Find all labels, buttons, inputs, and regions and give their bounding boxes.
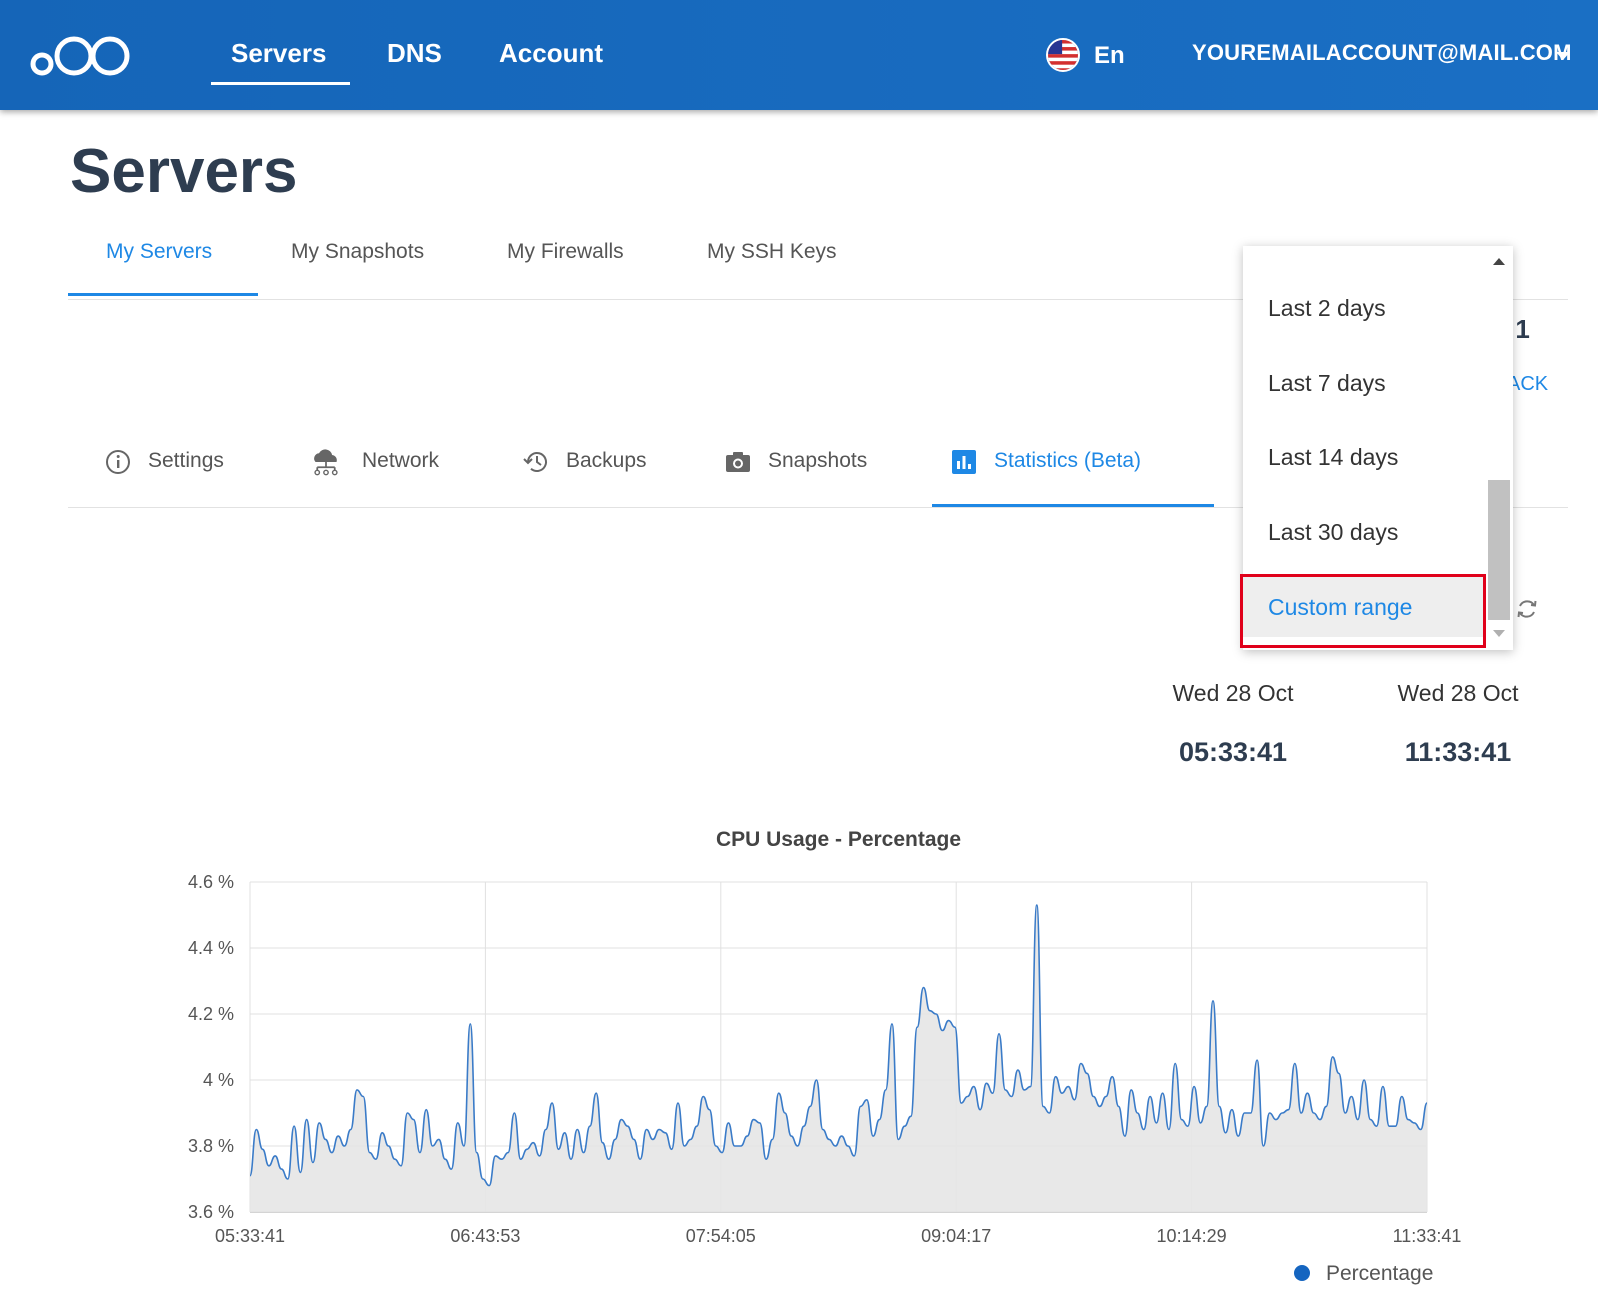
cloud-network-icon — [314, 449, 338, 476]
nav-active-indicator — [211, 82, 350, 85]
servers-tabs: My Servers My Snapshots My Firewalls My … — [68, 240, 1568, 300]
refresh-icon[interactable] — [1514, 596, 1540, 622]
y-tick-label: 4.6 % — [188, 872, 234, 892]
back-link[interactable]: ACK — [1507, 373, 1549, 395]
legend-label: Percentage — [1326, 1262, 1433, 1285]
range-end-time: 11:33:41 — [1404, 737, 1512, 767]
y-tick-label: 4.4 % — [188, 938, 234, 958]
info-icon — [106, 450, 130, 474]
legend-dot — [1294, 1265, 1310, 1281]
chart-title: CPU Usage - Percentage — [716, 830, 961, 851]
server-detail-tabs: Settings Network Backups Snapshots — [68, 448, 1568, 508]
range-end-date: Wed 28 Oct — [1397, 680, 1519, 706]
y-tick-label: 4 % — [203, 1070, 234, 1090]
x-tick-label: 09:04:17 — [921, 1226, 991, 1246]
range-end[interactable]: Wed 28 Oct 11:33:41 — [1368, 680, 1548, 768]
tab-settings[interactable]: Settings — [104, 448, 224, 504]
date-range-dropdown[interactable]: Last 2 days Last 7 days Last 14 days Las… — [1243, 246, 1513, 650]
bar-chart-icon — [952, 450, 976, 474]
range-option-last-14-days[interactable]: Last 14 days — [1268, 444, 1399, 470]
y-tick-label: 3.6 % — [188, 1202, 234, 1222]
x-tick-label: 07:54:05 — [686, 1226, 756, 1246]
tab-statistics[interactable]: Statistics (Beta) — [950, 448, 1141, 504]
y-tick-label: 3.8 % — [188, 1136, 234, 1156]
tab-my-firewalls[interactable]: My Firewalls — [507, 240, 624, 263]
scroll-down-icon[interactable] — [1493, 630, 1505, 637]
range-start-date: Wed 28 Oct — [1172, 680, 1294, 706]
series-area — [250, 905, 1427, 1212]
top-navbar: Servers DNS Account En YOUREMAILACCOUNT@… — [0, 0, 1598, 110]
nav-servers[interactable]: Servers — [231, 38, 327, 68]
tab-my-ssh-keys[interactable]: My SSH Keys — [707, 240, 837, 263]
x-tick-label: 05:33:41 — [215, 1226, 285, 1246]
tab-backups-label: Backups — [566, 449, 647, 472]
scroll-thumb[interactable] — [1488, 480, 1510, 620]
tab-statistics-label: Statistics (Beta) — [994, 449, 1142, 472]
tab-active-indicator — [932, 504, 1214, 507]
range-start-time: 05:33:41 — [1178, 737, 1288, 767]
language-selector[interactable]: En — [1094, 42, 1125, 69]
tab-network[interactable]: Network — [306, 448, 439, 504]
tab-snapshots[interactable]: Snapshots — [724, 448, 867, 504]
tab-settings-label: Settings — [148, 449, 224, 472]
chevron-down-icon[interactable] — [1556, 52, 1570, 60]
us-flag-icon[interactable] — [1046, 38, 1080, 72]
dropdown-scrollbar[interactable] — [1485, 246, 1513, 650]
scroll-up-icon[interactable] — [1493, 258, 1505, 265]
range-option-last-2-days[interactable]: Last 2 days — [1268, 295, 1386, 321]
y-tick-label: 4.2 % — [188, 1004, 234, 1024]
nav-dns[interactable]: DNS — [387, 38, 442, 68]
nav-account[interactable]: Account — [499, 38, 603, 68]
range-option-last-7-days[interactable]: Last 7 days — [1268, 370, 1386, 396]
x-tick-label: 10:14:29 — [1157, 1226, 1227, 1246]
logo-icon[interactable] — [30, 32, 134, 80]
page-title: Servers — [70, 137, 298, 206]
range-start[interactable]: Wed 28 Oct 05:33:41 — [1143, 680, 1323, 768]
tab-my-servers[interactable]: My Servers — [106, 240, 213, 263]
selection-highlight — [1240, 574, 1486, 648]
history-icon — [523, 452, 547, 472]
camera-icon — [726, 452, 750, 472]
account-menu[interactable]: YOUREMAILACCOUNT@MAIL.COM — [1192, 40, 1572, 65]
tab-active-indicator — [68, 293, 258, 296]
x-tick-label: 11:33:41 — [1393, 1226, 1462, 1246]
tab-my-snapshots[interactable]: My Snapshots — [291, 240, 425, 263]
cpu-usage-chart: CPU Usage - Percentage 3.6 % 3.8 % 4 % 4.2 %… — [188, 830, 1462, 1285]
range-option-last-30-days[interactable]: Last 30 days — [1268, 519, 1399, 545]
tab-backups[interactable]: Backups — [522, 448, 647, 504]
series-line — [249, 904, 1428, 1187]
tab-snapshots-label: Snapshots — [768, 449, 868, 472]
tab-network-label: Network — [362, 449, 440, 472]
x-tick-label: 06:43:53 — [450, 1226, 520, 1246]
range-option-custom-range[interactable]: Custom range — [1243, 577, 1486, 637]
